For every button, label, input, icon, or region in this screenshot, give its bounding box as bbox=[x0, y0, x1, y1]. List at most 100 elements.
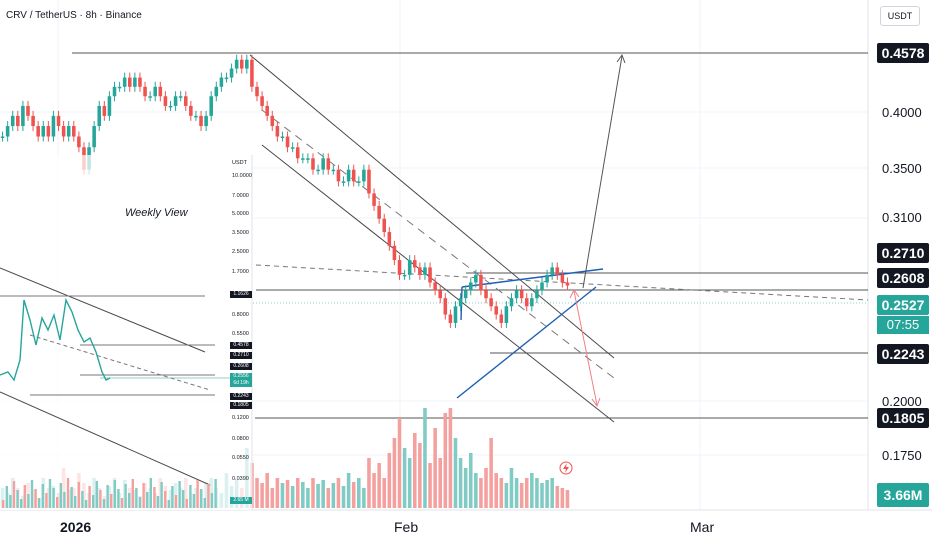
candle-body bbox=[117, 86, 122, 89]
inset-volume-bar bbox=[113, 480, 116, 508]
volume-bar bbox=[540, 483, 544, 508]
x-tick-mar: Mar bbox=[690, 519, 715, 535]
inset-volume-bar bbox=[192, 494, 196, 508]
inset-tick: 0.0800 bbox=[232, 436, 249, 442]
inset-volume-bar bbox=[92, 495, 95, 508]
volume-bar bbox=[407, 458, 412, 508]
inset-tag: 6d 19h bbox=[230, 380, 252, 387]
candle-body bbox=[412, 260, 417, 268]
candle-body bbox=[229, 68, 234, 78]
channel-upper bbox=[249, 54, 615, 359]
inset-volume-bar bbox=[185, 499, 188, 508]
volume-bar bbox=[458, 458, 463, 508]
candle-body bbox=[173, 96, 178, 106]
candle-body bbox=[168, 105, 173, 108]
inset-tag: 0.2243 bbox=[230, 393, 252, 400]
alert-bolt-icon[interactable] bbox=[559, 461, 573, 475]
candle-body bbox=[178, 96, 183, 98]
inset-volume-bar bbox=[164, 491, 167, 508]
volume-bar bbox=[438, 458, 443, 508]
candle-body bbox=[524, 298, 529, 307]
candle-body bbox=[290, 147, 295, 149]
price-tag-0.4578[interactable]: 0.4578 bbox=[877, 43, 929, 63]
inset-volume-bar bbox=[178, 481, 181, 508]
inset-volume-bar bbox=[23, 485, 26, 508]
inset-volume-bar bbox=[52, 488, 55, 508]
volume-bar bbox=[402, 448, 407, 508]
volume-bar bbox=[295, 478, 300, 508]
inset-volume-bar bbox=[41, 484, 44, 508]
inset-tick: 0.1200 bbox=[232, 415, 249, 421]
currency-unit-button[interactable]: USDT bbox=[880, 6, 920, 26]
price-tag-0.2608[interactable]: 0.2608 bbox=[877, 268, 929, 288]
candle-body bbox=[540, 282, 544, 291]
inset-tag: 0.2556 bbox=[230, 373, 252, 380]
price-tag-0.2243[interactable]: 0.2243 bbox=[877, 344, 929, 364]
inset-volume-bar bbox=[5, 486, 8, 508]
volume-bar bbox=[367, 458, 371, 508]
candle-body bbox=[351, 169, 356, 182]
inset-volume-bar bbox=[102, 499, 106, 508]
volume-bar bbox=[484, 468, 488, 508]
candle-body bbox=[163, 96, 168, 106]
volume-bar bbox=[423, 408, 427, 508]
volume-bar bbox=[448, 408, 453, 508]
inset-volume-bar bbox=[88, 486, 91, 508]
candle-body bbox=[311, 158, 315, 170]
candle-body bbox=[448, 314, 453, 323]
inset-tick: 5.0000 bbox=[232, 211, 249, 217]
inset-volume-bar bbox=[210, 493, 214, 508]
inset-volume-bar bbox=[142, 483, 145, 508]
candle-body bbox=[270, 115, 275, 127]
price-tag-0.1805[interactable]: 0.1805 bbox=[877, 408, 929, 428]
volume-bar bbox=[392, 438, 397, 508]
y-tick-0.2000: 0.2000 bbox=[882, 394, 922, 409]
symbol-header[interactable]: CRV / TetherUS · 8h · Binance bbox=[6, 10, 142, 21]
channel-mid bbox=[261, 109, 615, 379]
candle-body bbox=[250, 59, 254, 87]
volume-bar bbox=[311, 478, 315, 508]
volume-tag: 3.66M bbox=[877, 483, 929, 507]
inset-volume-bar bbox=[74, 496, 77, 508]
candle-body bbox=[112, 86, 117, 97]
inset-tick: 0.0390 bbox=[232, 476, 249, 482]
inset-volume-bar bbox=[95, 481, 98, 508]
candle-body bbox=[16, 115, 20, 127]
candle-body bbox=[357, 181, 361, 183]
candle-body bbox=[41, 126, 46, 137]
candle-body bbox=[0, 136, 5, 139]
candle-body bbox=[331, 169, 336, 172]
inset-volume-bar bbox=[38, 498, 41, 508]
candle-body bbox=[463, 290, 468, 299]
candle-body bbox=[479, 274, 483, 291]
inset-channel-lower bbox=[0, 391, 211, 486]
candle-body bbox=[494, 306, 498, 315]
volume-bar bbox=[514, 478, 519, 508]
price-level-lines bbox=[72, 52, 868, 419]
current-price-tag[interactable]: 0.2527 bbox=[877, 295, 929, 315]
inset-volume-bar bbox=[84, 500, 88, 508]
inset-volume-bar bbox=[106, 485, 109, 508]
inset-volume-bar bbox=[214, 479, 217, 508]
candle-body bbox=[530, 298, 534, 307]
volume-bar bbox=[489, 438, 493, 508]
price-tag-0.2710[interactable]: 0.2710 bbox=[877, 243, 929, 263]
candle-body bbox=[204, 115, 208, 127]
volume-bar bbox=[362, 488, 366, 508]
inset-volume-bar bbox=[153, 487, 156, 508]
inset-tick: 0.5500 bbox=[232, 331, 249, 337]
candle-body bbox=[372, 193, 376, 206]
volume-bar bbox=[290, 486, 295, 508]
inset-volume-bar bbox=[9, 495, 12, 508]
volume-bar bbox=[265, 473, 269, 508]
candle-body bbox=[265, 105, 269, 116]
inset-price-path bbox=[0, 297, 111, 382]
volume-bar bbox=[479, 478, 483, 508]
bullish-projection-arrow bbox=[582, 53, 626, 289]
candle-body bbox=[377, 205, 381, 219]
volume-bar bbox=[346, 473, 351, 508]
candle-body bbox=[72, 126, 76, 137]
x-tick-2026: 2026 bbox=[60, 519, 92, 535]
candle-body bbox=[346, 169, 351, 182]
